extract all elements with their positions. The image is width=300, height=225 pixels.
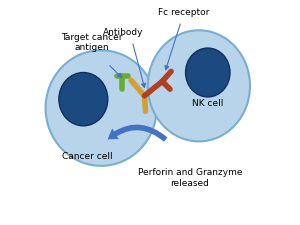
Ellipse shape [59, 72, 108, 126]
Text: Cancer cell: Cancer cell [62, 153, 113, 162]
Ellipse shape [148, 30, 250, 141]
Text: Fc receptor: Fc receptor [158, 8, 209, 17]
Ellipse shape [46, 50, 157, 166]
Text: Antibody: Antibody [103, 28, 144, 37]
Text: Target cancer
antigen: Target cancer antigen [61, 33, 123, 52]
Text: NK cell: NK cell [192, 99, 224, 108]
Ellipse shape [186, 48, 230, 97]
FancyArrowPatch shape [108, 125, 167, 142]
Text: Perforin and Granzyme
released: Perforin and Granzyme released [138, 168, 242, 188]
